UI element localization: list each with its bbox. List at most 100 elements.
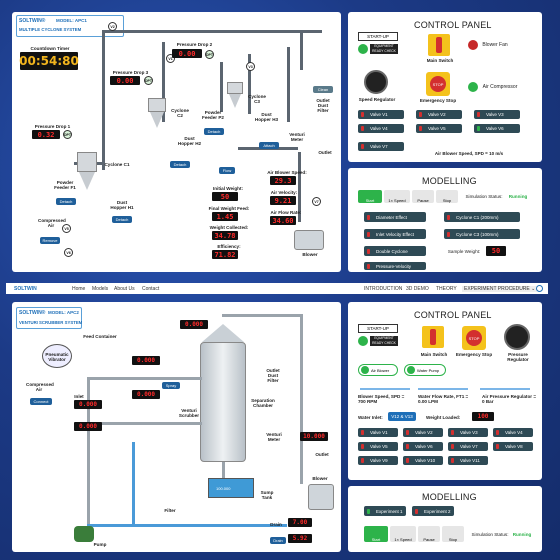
ready-check-led[interactable] [358, 336, 368, 346]
nav-3d-demo[interactable]: 3D DEMO [406, 286, 429, 292]
clean-button[interactable]: Clean [313, 86, 333, 93]
valve-led [477, 126, 480, 131]
air-compressor-label: Air Compressor [482, 84, 518, 90]
pressure-velocity-button[interactable]: Pressure-Velocity [364, 262, 426, 270]
nav-theory[interactable]: THEORY [436, 286, 457, 292]
drain-button[interactable]: Drain [270, 537, 286, 544]
detach-h2-button[interactable]: Detach [170, 161, 190, 168]
detach-h1-button[interactable]: Detach [112, 216, 132, 223]
air-pressure-slider[interactable] [480, 388, 530, 390]
water-pump-toggle[interactable]: Water Pump [404, 364, 446, 376]
stop-button[interactable]: Stop [442, 526, 464, 542]
cyclone-c1-button[interactable]: Cyclone C1 (200mm) [444, 212, 520, 222]
speed-button[interactable]: 1× Speed [390, 526, 416, 542]
emergency-stop-button[interactable]: STOP [462, 326, 486, 350]
valve-v4-button[interactable]: Valve V4 [493, 428, 533, 437]
cyclone-c2-cone [150, 112, 164, 128]
speed-regulator-knob[interactable] [364, 70, 388, 94]
valve-label: Valve V6 [486, 126, 504, 131]
option-label: Diameter Effect [376, 214, 407, 220]
valve-v5-button[interactable]: Valve V5 [416, 124, 462, 133]
hopper-h2-label: Dust Hopper H2 [177, 136, 202, 147]
water-inlet-select[interactable]: V12 & V13 [388, 412, 416, 421]
stop-dome: STOP [466, 330, 482, 346]
stop-label: Stop [442, 198, 452, 203]
pressure-regulator-knob[interactable] [504, 324, 530, 350]
air-compressor-led[interactable] [468, 82, 478, 92]
sim-status-label: Simulation Status: [471, 532, 509, 537]
nav-introduction[interactable]: INTRODUCTION [364, 286, 403, 292]
valve-led [477, 112, 480, 117]
main-switch[interactable] [428, 34, 450, 56]
valve-label: Valve V9 [370, 458, 388, 463]
start-button[interactable]: Start [358, 190, 382, 203]
nav-models[interactable]: Models [92, 286, 109, 292]
valve-v8-button[interactable]: Valve V8 [493, 442, 533, 451]
valve-v1-button[interactable]: Valve V1 [358, 428, 398, 437]
option-led [367, 248, 370, 254]
site-logo[interactable]: SOLTWIN [14, 286, 37, 292]
attach-h3-button[interactable]: Attach [259, 142, 279, 149]
double-cyclone-button[interactable]: Double Cyclone [364, 246, 426, 256]
air-blower-toggle[interactable]: Air Blower [358, 364, 398, 376]
nav-contact[interactable]: Contact [142, 286, 160, 292]
pause-button[interactable]: Pause [412, 190, 434, 203]
inlet-velocity-button[interactable]: Inlet Velocity Effect [364, 229, 426, 239]
experiment2-button[interactable]: Experiment 2 [412, 506, 454, 516]
blower-label: Blower [312, 476, 328, 481]
option-label: Experiment 2 [424, 508, 451, 514]
valve-label: Valve V5 [370, 444, 388, 449]
pipe [87, 422, 202, 425]
valve-v4-button[interactable]: Valve V4 [358, 124, 404, 133]
flow-button[interactable]: Flow [219, 167, 235, 174]
valve-v7-button[interactable]: Valve V7 [448, 442, 488, 451]
valve-v6-button[interactable]: Valve V6 [474, 124, 520, 133]
valve-v6-button[interactable]: Valve V6 [403, 442, 443, 451]
cyclone-c3-button[interactable]: Cyclone C3 (100mm) [444, 229, 520, 239]
nav-experiment-procedure[interactable]: EXPERIMENT PROCEDURE ⌄ [462, 286, 538, 292]
pause-button[interactable]: Pause [418, 526, 440, 542]
stop-button[interactable]: Stop [436, 190, 458, 203]
diameter-effect-button[interactable]: Diameter Effect [364, 212, 426, 222]
speed-button[interactable]: 1× Speed [384, 190, 410, 203]
valve-v2-button[interactable]: Valve V2 [416, 110, 462, 119]
main-switch[interactable] [422, 326, 444, 348]
meter-display-1: 0.000 [180, 320, 208, 329]
water-flow-slider[interactable] [418, 388, 468, 390]
valve-v3-button[interactable]: Valve V3 [474, 110, 520, 119]
valve-v11-button[interactable]: Valve V11 [448, 456, 488, 465]
feeder-f1-label: Powder Feeder F1 [54, 180, 76, 191]
dpt3-marker: DPT [144, 76, 153, 85]
valve-label: Valve V2 [428, 112, 446, 117]
ready-check-led[interactable] [358, 44, 368, 54]
blower-fan-led[interactable] [468, 40, 478, 50]
valve-v1-button[interactable]: Valve V1 [358, 110, 404, 119]
experiment1-button[interactable]: Experiment 1 [364, 506, 406, 516]
start-button[interactable]: Start [364, 526, 388, 542]
valve-led [406, 444, 409, 449]
valve-v7-button[interactable]: Valve V7 [358, 142, 404, 151]
valve-v2-button[interactable]: Valve V2 [403, 428, 443, 437]
pressure-drop3-display: 0.00 [110, 76, 140, 85]
spray-button[interactable]: Spray [162, 382, 180, 389]
valve-v3-button[interactable]: Valve V3 [448, 428, 488, 437]
user-icon[interactable] [536, 285, 543, 292]
connect-button[interactable]: Connect [30, 398, 52, 405]
cyclone-c1-cone [79, 172, 95, 190]
valve-v5-button[interactable]: Valve V5 [358, 442, 398, 451]
weight-loaded-display[interactable]: 100 [472, 412, 494, 421]
valve-v10-button[interactable]: Valve V10 [403, 456, 443, 465]
cyclone-c1-body [77, 152, 97, 172]
control-panel-top: CONTROL PANEL START-UP EQUIPMENT READY C… [348, 12, 542, 162]
valve-v9-button[interactable]: Valve V9 [358, 456, 398, 465]
sample-weight-display[interactable]: 50 [486, 246, 506, 256]
meter-display-2: 0.000 [132, 356, 160, 365]
detach-p2-button[interactable]: Detach [204, 128, 224, 135]
filter-label: Filter [164, 508, 176, 513]
blower-speed-slider[interactable] [360, 388, 410, 390]
nav-home[interactable]: Home [72, 286, 86, 292]
nav-about[interactable]: About Us [114, 286, 135, 292]
emergency-stop-button[interactable]: STOP [426, 72, 450, 96]
detach-f1-button[interactable]: Detach [56, 198, 76, 205]
remove-button[interactable]: Remove [40, 237, 60, 244]
